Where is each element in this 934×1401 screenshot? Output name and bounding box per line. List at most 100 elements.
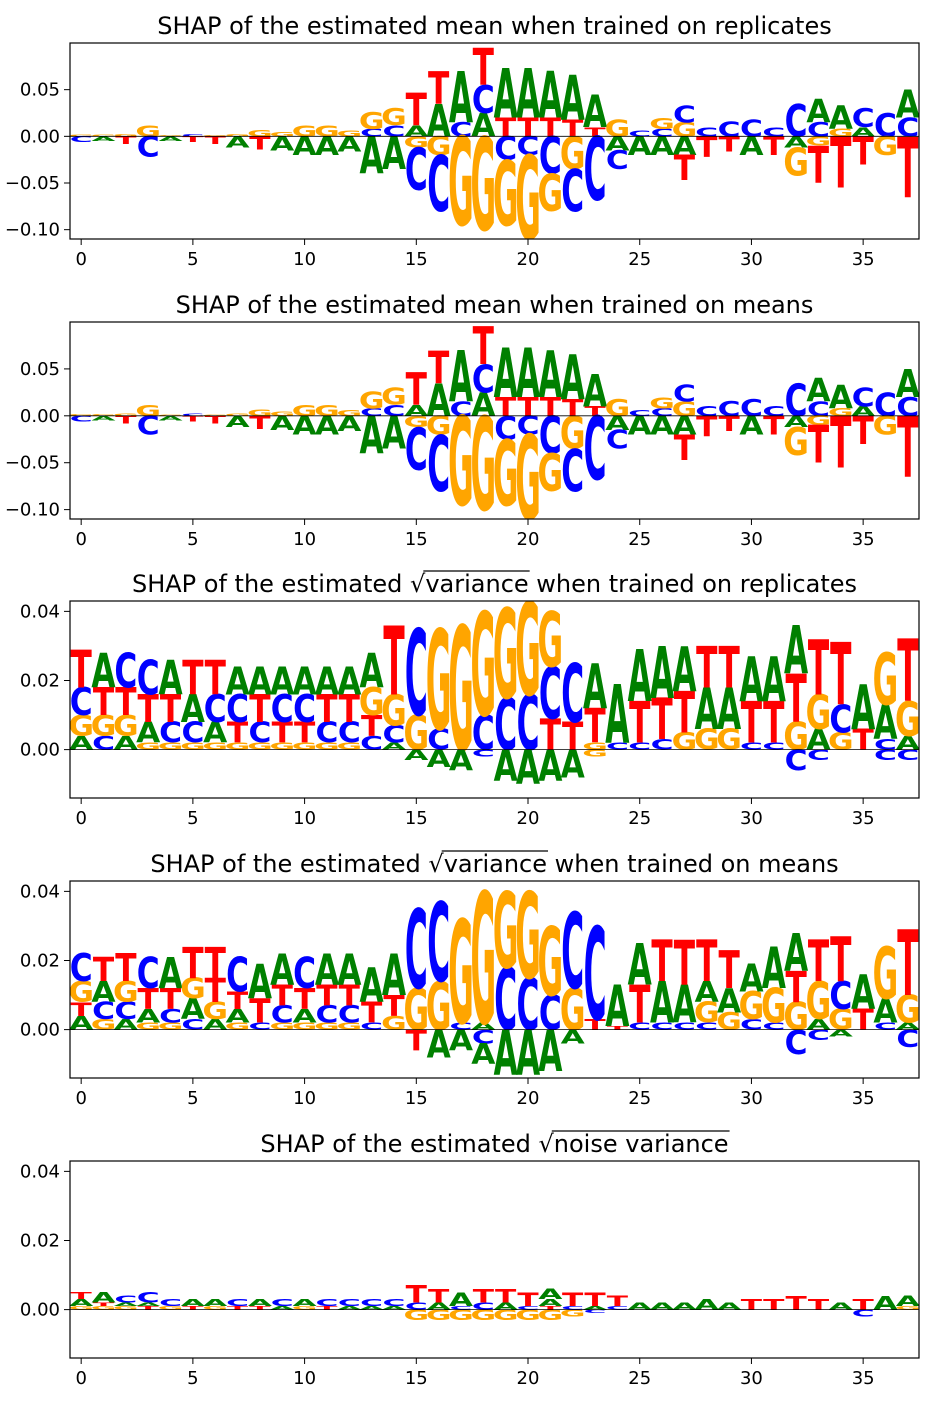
x-tick-label: 15 [405, 1088, 428, 1109]
logo-letter-C: C [315, 1298, 338, 1309]
logo-letter-C: C [517, 410, 540, 441]
logo-letter-T: T [562, 116, 584, 142]
logo-letter-T: T [897, 120, 918, 217]
logo-letter-T: T [763, 1296, 785, 1313]
logo-letter-A: A [158, 135, 183, 142]
logo-letter-T: T [495, 392, 517, 423]
logo-letter-A: A [315, 945, 339, 995]
logo-letter-G: G [560, 128, 586, 180]
logo-letter-G: G [91, 134, 117, 137]
axes-frame [69, 600, 920, 799]
x-tick-label: 25 [628, 808, 651, 829]
logo-letter-C: C [785, 1023, 808, 1062]
logo-letter-G: G [247, 129, 273, 139]
logo-letter-A: A [561, 743, 585, 787]
logo-letter-A: A [404, 401, 428, 419]
logo-letter-C: C [517, 679, 540, 768]
logo-letter-A: A [293, 660, 317, 704]
logo-letter-A: A [91, 135, 116, 142]
logo-letter-T: T [495, 113, 517, 143]
x-tick-label: 25 [628, 529, 651, 550]
logo-letter-A: A [739, 644, 763, 716]
logo-letter-A: A [181, 994, 205, 1027]
logo-letter-A: A [896, 84, 920, 128]
logo-letter-T: T [406, 1025, 428, 1058]
logo-letter-G: G [403, 707, 429, 761]
logo-letter-G: G [135, 1021, 161, 1032]
logo-letter-C: C [852, 1308, 875, 1319]
logo-letter-C: C [852, 104, 875, 134]
logo-letter-G: G [515, 576, 541, 724]
logo-letter-A: A [851, 672, 875, 744]
logo-letter-T: T [562, 396, 584, 422]
logo-letter-A: A [739, 958, 763, 1002]
logo-letter-G: G [828, 407, 854, 419]
logo-letter-G: G [359, 109, 385, 135]
logo-letter-T: T [808, 1296, 830, 1313]
logo-letter-C: C [159, 1006, 182, 1028]
logo-letter-T: T [182, 415, 204, 424]
logo-letter-C: C [829, 699, 852, 743]
logo-letter-G: G [515, 133, 541, 267]
logo-letter-A: A [315, 660, 339, 704]
logo-letter-G: G [448, 591, 474, 790]
logo-letter-A: A [225, 660, 249, 704]
logo-letter-A: A [538, 1298, 562, 1309]
logo-letter-G: G [135, 122, 161, 140]
x-tick-label: 15 [405, 1368, 428, 1389]
logo-letter-C: C [628, 1021, 651, 1032]
logo-letter-G: G [739, 985, 765, 1029]
logo-letter-A: A [538, 741, 562, 791]
panel-5: SHAP of the estimated √noise varianceGAT… [20, 1130, 920, 1389]
logo-letter-A: A [829, 101, 854, 137]
logo-letter-G: G [783, 142, 809, 186]
logo-letter-G: G [247, 408, 273, 418]
logo-letter-A: A [561, 64, 585, 135]
logo-letter-C: C [226, 949, 249, 1003]
logo-letter-C: C [517, 1305, 540, 1311]
logo-letter-T: T [562, 716, 584, 760]
logo-letter-T: T [406, 1280, 427, 1308]
logo-letter-G: G [515, 411, 541, 546]
logo-letter-C: C [606, 424, 629, 455]
logo-letter-A: A [516, 742, 540, 796]
logo-letter-T: T [607, 1293, 629, 1310]
x-tick-label: 5 [187, 1088, 198, 1109]
logo-letter-A: A [784, 613, 808, 690]
logo-letter-G: G [493, 873, 519, 994]
panel-title: SHAP of the estimated √variance when tra… [150, 850, 838, 878]
logo-letter-T: T [763, 132, 785, 162]
logo-letter-A: A [382, 741, 406, 752]
logo-letter-C: C [785, 745, 808, 778]
logo-letter-A: A [650, 410, 674, 441]
logo-letter-A: A [628, 635, 652, 718]
logo-letter-G: G [716, 1007, 742, 1035]
logo-letter-C: C [494, 131, 517, 167]
y-tick-label: 0.04 [20, 881, 60, 902]
logo-letter-G: G [225, 133, 251, 137]
logo-letter-C: C [181, 412, 204, 417]
logo-letter-C: C [248, 1021, 271, 1032]
logo-letter-A: A [739, 410, 763, 441]
logo-letter-T: T [584, 1016, 606, 1033]
logo-letter-A: A [806, 373, 831, 410]
logo-letter-T: T [562, 1289, 584, 1311]
logo-letter-A: A [270, 945, 294, 995]
logo-letter-C: C [517, 964, 540, 1047]
logo-letter-C: C [472, 79, 495, 123]
logo-letter-T: T [383, 990, 405, 1023]
logo-letter-A: A [605, 413, 629, 435]
logo-letter-G: G [538, 596, 564, 685]
x-tick-label: 5 [187, 529, 198, 550]
sqrt-symbol: √ [410, 570, 426, 598]
logo-letter-C: C [561, 893, 584, 1014]
x-tick-label: 0 [75, 249, 86, 270]
logo-letter-T: T [249, 688, 271, 732]
logo-letter-C: C [874, 1021, 897, 1032]
logo-letter-T: T [361, 710, 383, 743]
logo-letter-G: G [493, 585, 519, 728]
logo-letter-C: C [159, 717, 182, 750]
logo-letter-C: C [181, 133, 204, 137]
logo-letter-A: A [784, 413, 808, 431]
